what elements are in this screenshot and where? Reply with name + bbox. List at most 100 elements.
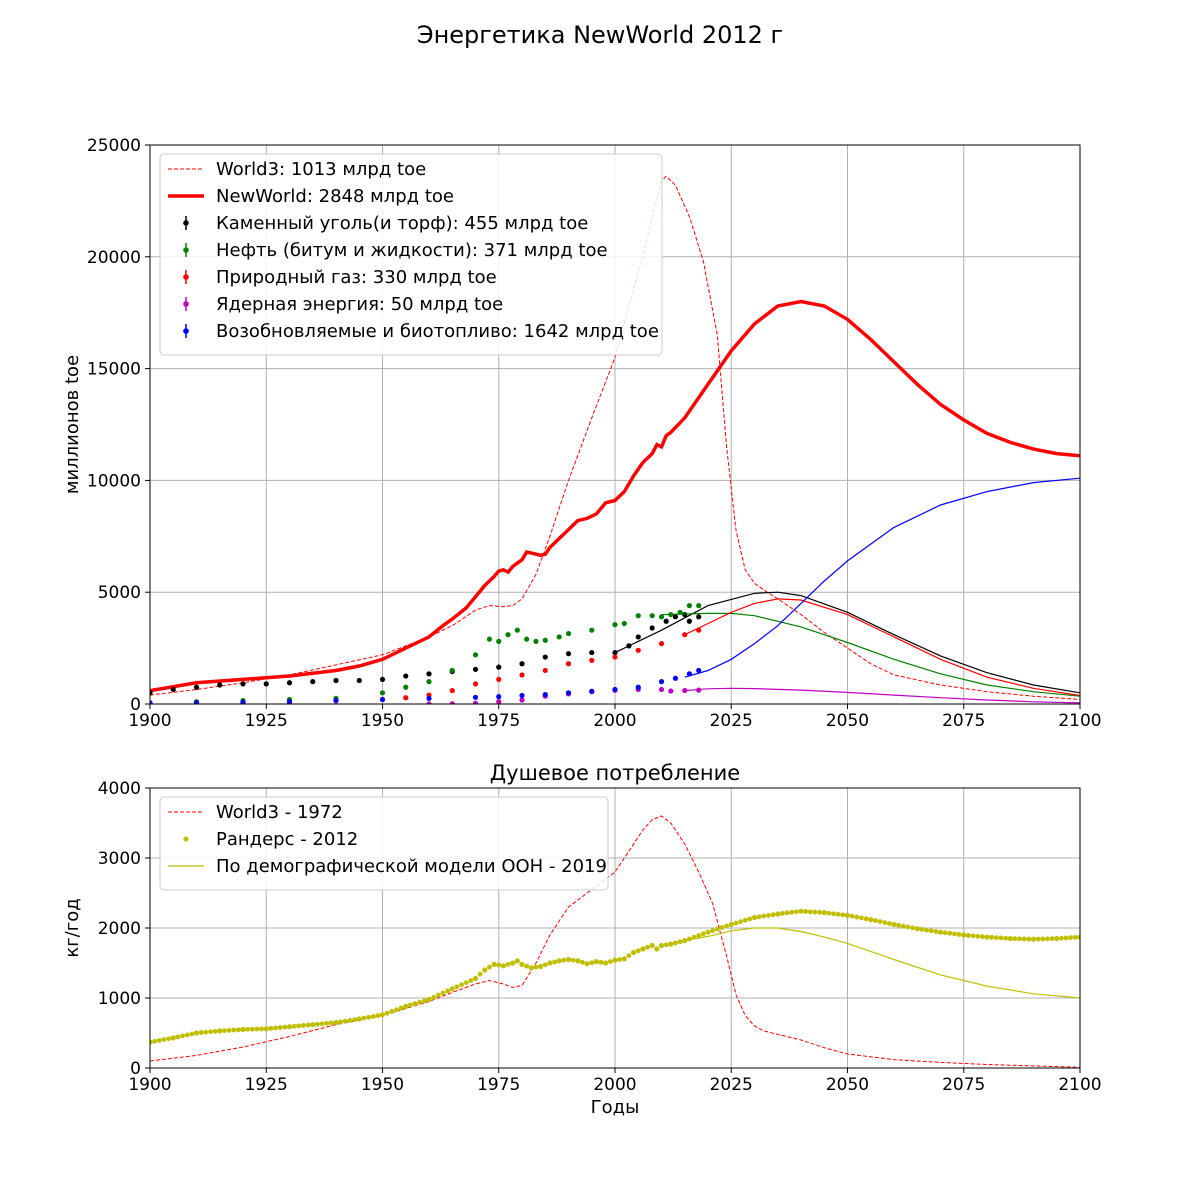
series-рандерс-2012-point [1035,936,1041,942]
x-axis-label: Годы [591,1097,640,1118]
series-нефть-битум-и-жидкости-371-млрд-toe-point [556,634,562,640]
series-возобновляемые-и-биотопливо-1642-млрд-to-point [589,688,595,694]
series-возобновляемые-и-биотопливо-1642-млрд-to-point [150,700,153,704]
series-рандерс-2012-point [626,953,632,959]
series-рандерс-2012-point [966,933,971,938]
series-рандерс-2012-point [589,960,595,966]
series-рандерс-2012-point [998,935,1004,941]
series-рандерс-2012-point [319,1021,325,1027]
series-рандерс-2012-point [593,959,600,965]
energy-production-axes: 1900 1925 1950 1975 2000 2025 2050 2075 2100 0 500… [62,136,1102,731]
series-нефть-битум-и-жидкости-371-млрд-toe-point [496,638,502,644]
y-tick-label: 3000 [98,849,141,869]
series-рандерс-2012-point [570,957,576,963]
series-рандерс-2012-point [603,960,609,966]
series-рандерс-2012-point [886,921,892,926]
legend-entry-label: Нефть (битум и жидкости): 371 млрд toe [216,240,608,261]
series-рандерс-2012-point [868,917,874,923]
series-возобновляемые-и-биотопливо-1642-млрд-to-point [193,700,200,704]
series-возобновляемые-и-биотопливо-1642-млрд-to-point [635,684,641,690]
series-рандерс-2012-point [203,1029,209,1035]
series-рандерс-2012-point [552,959,557,965]
series-каменный-уголь-и-торф-455-млрд-toe-point [403,673,409,679]
series-рандерс-2012-point [877,919,883,924]
series-рандерс-2012-point [510,960,516,966]
legend-box [159,796,609,891]
series-рандерс-2012-point [291,1023,297,1029]
series-рандерс-2012-point [403,1003,409,1010]
series-рандерс-2012-point [933,929,939,934]
series-рандерс-2012-point [831,911,836,917]
series-каменный-уголь-и-торф-455-млрд-toe-point [649,625,655,631]
series-рандерс-2012-point [328,1020,334,1026]
series-нефть-битум-и-жидкости-371-млрд-toe-point [621,620,627,627]
series-рандерс-2012-point [882,920,888,925]
series-рандерс-2012-point [519,961,525,968]
series-природный-газ-330-млрд-toe-point [519,672,525,678]
series-рандерс-2012-point [245,1026,251,1032]
legend-handle-природный-газ-330-млрд-toe [183,274,189,280]
series-рандерс-2012-point [398,1005,404,1011]
series-рандерс-2012-point [254,1026,260,1032]
series-рандерс-2012-point [524,963,530,969]
series-каменный-уголь-и-торф-455-млрд-toe-point [519,661,525,667]
series-рандерс-2012-point [282,1024,288,1030]
series-природный-газ-330-млрд-toe-point [612,654,618,660]
series-рандерс-2012-point [598,959,604,965]
series-рандерс-2012-point [575,958,581,964]
series-рандерс-2012-point [150,1039,153,1045]
series-рандерс-2012-point [658,942,665,949]
series-рандерс-2012-point [928,928,934,934]
legend-handle-нефть-битум-и-жидкости-371-млрд-toe [183,247,189,253]
series-рандерс-2012-point [793,909,799,915]
series-рандерс-2012-point [905,924,911,930]
series-нефть-битум-и-жидкости-371-млрд-toe-point [426,679,432,685]
series-рандерс-2012-point [807,909,813,915]
series-рандерс-2012-point [975,933,981,939]
series-рандерс-2012-point [584,961,590,967]
series-рандерс-2012-point [231,1027,237,1033]
legend-entry-label: Ядерная энергия: 50 млрд toe [216,294,503,315]
x-tick-label: 2050 [826,711,869,731]
y-tick-label: 2000 [98,919,141,939]
series-рандерс-2012-point [784,910,790,916]
series-нефть-битум-и-жидкости-371-млрд-toe-point [379,690,386,696]
series-рандерс-2012-point [161,1037,167,1042]
series-рандерс-2012-point [189,1031,195,1037]
series-нефть-битум-и-жидкости-371-млрд-toe-point [658,614,665,620]
series-природный-газ-330-млрд-toe-point [658,641,665,647]
series-природный-газ-330-млрд-toe-point [449,687,455,694]
series-рандерс-2012-point [900,923,906,929]
series-рандерс-2012-point [487,964,492,970]
series-нефть-битум-и-жидкости-371-млрд-toe-point [472,652,479,658]
series-рандерс-2012-point [612,957,618,963]
series-нефть-битум-и-жидкости-371-млрд-toe-point [542,637,548,643]
series-каменный-уголь-и-торф-455-млрд-toe-point [333,677,339,684]
series-природный-газ-330-млрд-toe-point [403,695,409,701]
series-рандерс-2012-point [1072,934,1078,940]
series-рандерс-2012-point [631,949,637,956]
series-рандерс-2012-point [970,933,976,939]
series-нефть-битум-и-жидкости-371-млрд-toe-point [677,609,683,615]
series-рандерс-2012-point [561,957,567,963]
series-рандерс-2012-point [421,998,427,1004]
series-рандерс-2012-point [840,912,846,918]
series-нефть-битум-и-жидкости-371-млрд-toe-point [449,667,455,674]
series-рандерс-2012-point [305,1022,311,1028]
legend: World3 - 1972 Рандерс - 2012 По демографич… [159,796,609,891]
series-рандерс-2012-point [347,1018,353,1023]
series-рандерс-2012-point [891,921,897,928]
x-tick-label: 2100 [1058,711,1101,731]
series-рандерс-2012-point [989,934,995,940]
series-рандерс-2012-point [1021,936,1027,942]
series-рандерс-2012-point [863,916,869,922]
series-возобновляемые-и-биотопливо-1642-млрд-to-point [658,679,665,685]
y-tick-label: 10000 [87,471,141,491]
series-рандерс-2012-point [844,912,851,919]
series-рандерс-2012-point [956,932,962,937]
series-рандерс-2012-point [477,971,483,977]
series-нефть-битум-и-жидкости-371-млрд-toe-point [612,622,618,628]
series-рандерс-2012-point [733,920,739,926]
series-нефть-битум-и-жидкости-371-млрд-toe-point [514,627,520,633]
series-рандерс-2012-point [338,1019,344,1025]
